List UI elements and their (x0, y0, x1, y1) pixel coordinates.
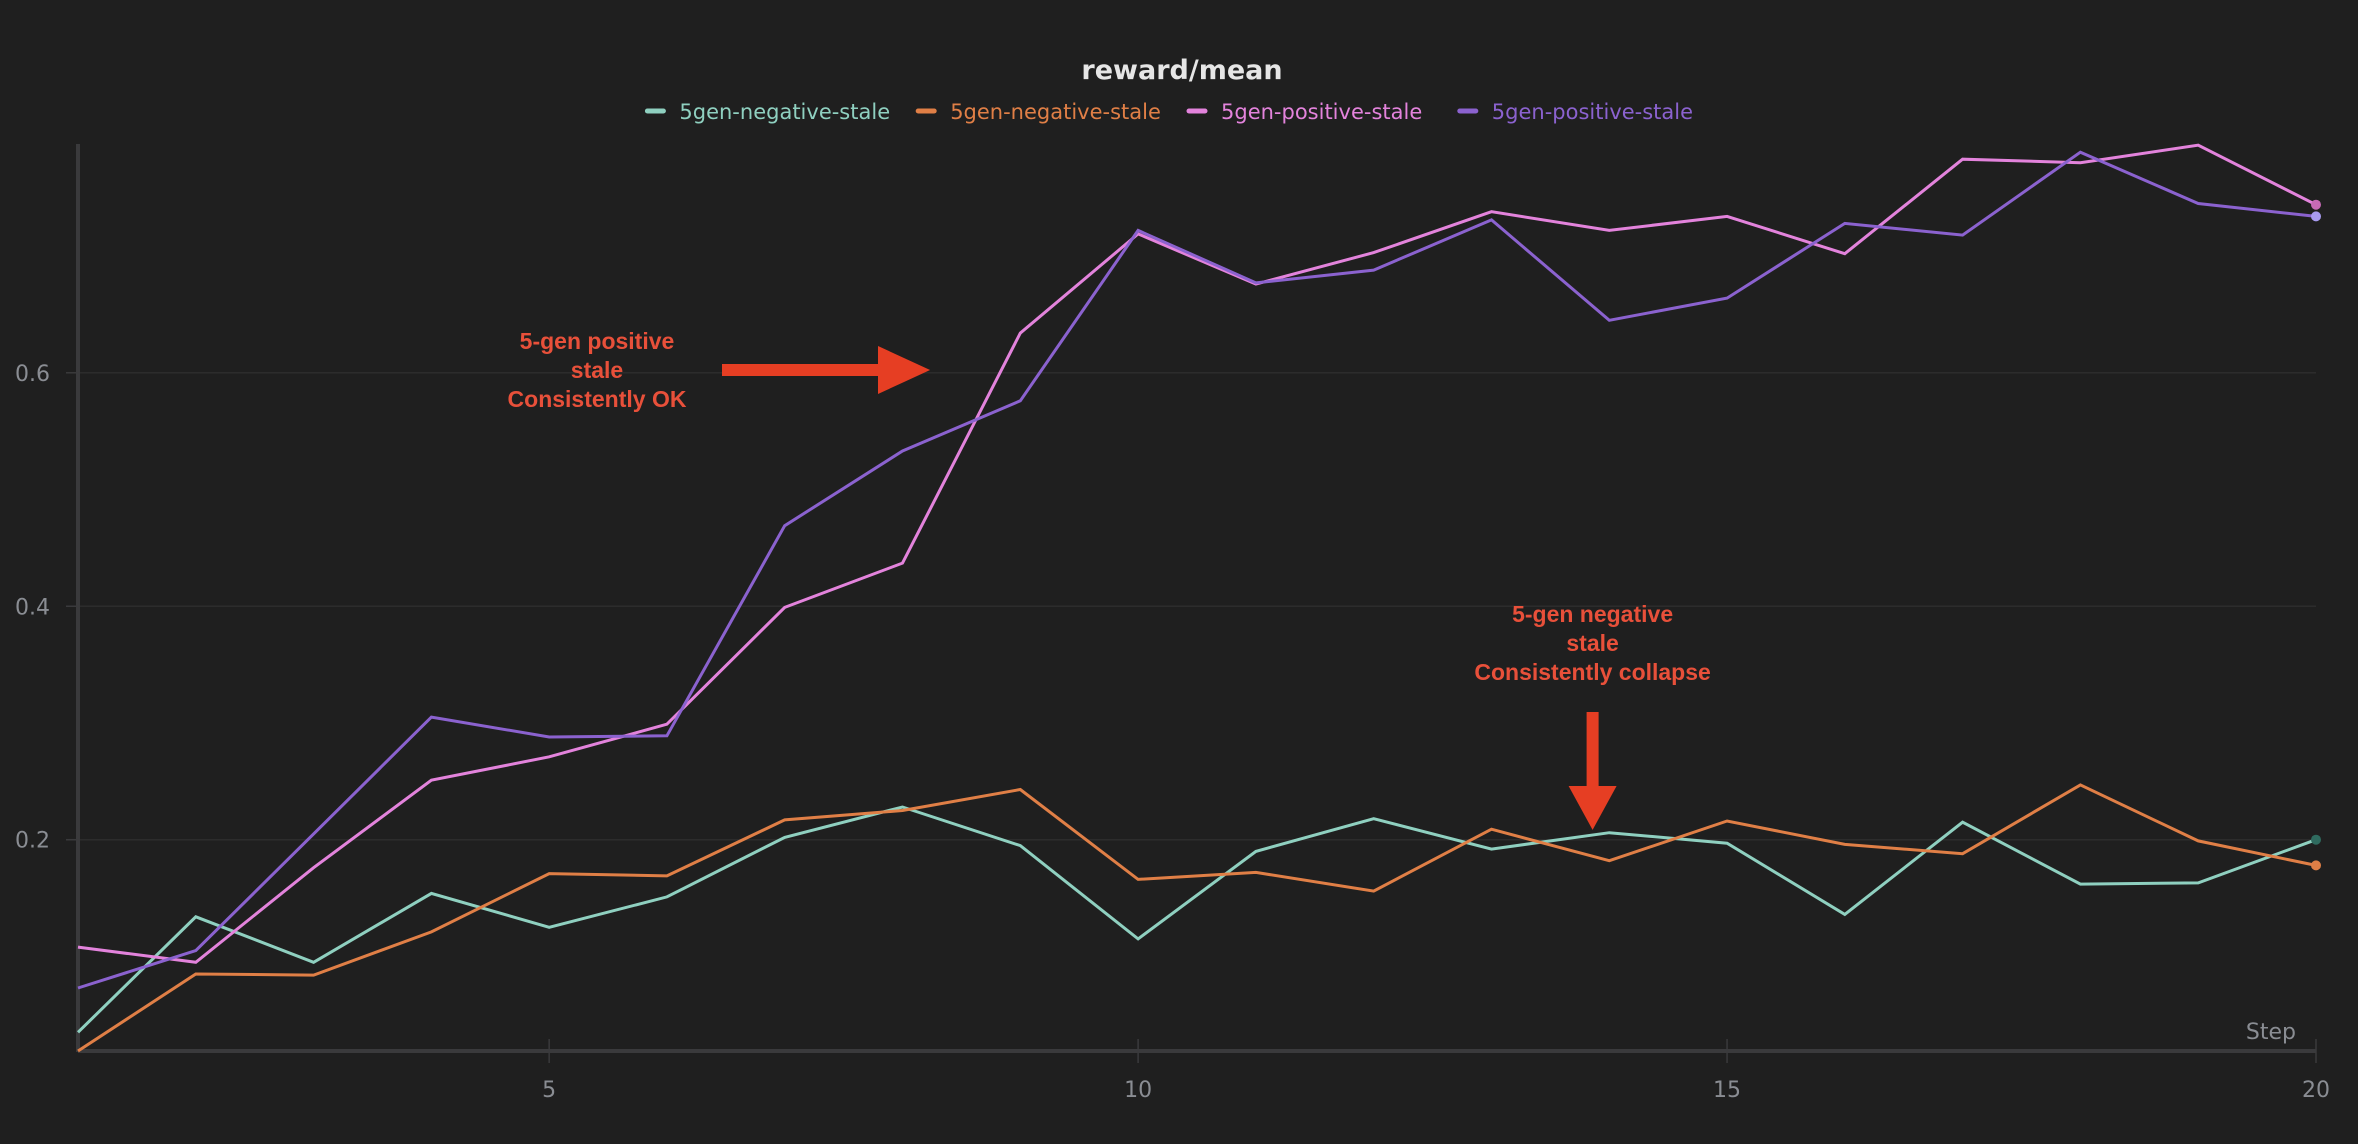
legend-item: 5gen-positive-stale (1457, 100, 1693, 124)
annotation-text: Consistently collapse (1474, 659, 1710, 685)
annotation-text: Consistently OK (508, 386, 687, 412)
series-line (77, 150, 2317, 990)
legend-item: 5gen-negative-stale (915, 100, 1161, 124)
annotation-text: 5-gen negative (1512, 601, 1673, 627)
series-1 (77, 783, 2321, 1053)
series-lines (76, 143, 2321, 1053)
legend-label: 5gen-positive-stale (1492, 100, 1693, 124)
y-tick-label: 0.2 (15, 829, 50, 854)
series-end-dot (2311, 860, 2321, 871)
legend-label: 5gen-negative-stale (950, 100, 1161, 124)
series-end-dot (2311, 834, 2321, 845)
annotation-text: 5-gen positive (520, 328, 675, 354)
series-end-dot (2311, 199, 2321, 210)
legend: 5gen-negative-stale 5gen-negative-stale 5g… (644, 100, 1693, 124)
x-tick-label: 20 (2302, 1078, 2330, 1103)
series-line (77, 143, 2317, 964)
chart-title: reward/mean (1081, 55, 1282, 86)
annotation-0: 5-gen positive stale Consistently OK (508, 328, 931, 412)
legend-item: 5gen-negative-stale (644, 100, 890, 124)
arrow-head-right-icon (878, 346, 931, 394)
y-tick-label: 0.6 (15, 362, 50, 387)
y-tick-label: 0.4 (15, 595, 50, 620)
arrow-down-icon (1586, 712, 1599, 788)
annotation-text: stale (571, 357, 623, 383)
annotation-1: 5-gen negative stale Consistently collapse (1474, 601, 1711, 830)
axes (76, 144, 2317, 1063)
arrow-head-down-icon (1568, 786, 1617, 830)
series-line (77, 783, 2317, 1053)
series-0 (76, 805, 2321, 1034)
x-tick-label: 5 (542, 1078, 556, 1103)
arrow-right-icon (722, 364, 880, 376)
series-end-dot (2311, 211, 2321, 222)
x-tick-label: 10 (1124, 1078, 1152, 1103)
legend-label: 5gen-negative-stale (679, 100, 890, 124)
series-line (76, 805, 2317, 1034)
legend-item: 5gen-positive-stale (1186, 100, 1422, 124)
tick-labels: 0.2 0.4 0.6 5 10 15 20 (15, 362, 2330, 1103)
legend-label: 5gen-positive-stale (1221, 100, 1422, 124)
series-2 (77, 143, 2321, 964)
annotation-text: stale (1566, 630, 1618, 656)
x-tick-label: 15 (1713, 1078, 1741, 1103)
series-3 (77, 150, 2321, 990)
gridlines (66, 372, 2316, 841)
x-axis-label: Step (2246, 1020, 2296, 1045)
